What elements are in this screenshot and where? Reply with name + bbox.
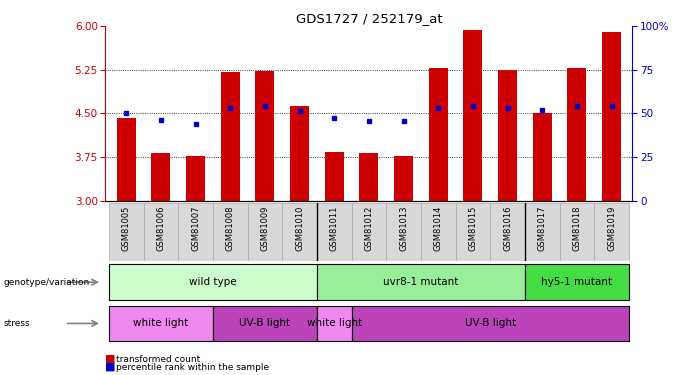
Text: GSM81007: GSM81007: [191, 206, 200, 251]
Text: UV-B light: UV-B light: [239, 318, 290, 328]
Text: GSM81016: GSM81016: [503, 206, 512, 251]
Bar: [152, 153, 171, 201]
Bar: [352, 306, 629, 341]
Text: GSM81015: GSM81015: [469, 206, 477, 251]
Text: GSM81018: GSM81018: [573, 206, 581, 251]
Bar: [525, 264, 629, 300]
Bar: [421, 202, 456, 261]
Text: GSM81014: GSM81014: [434, 206, 443, 251]
Bar: [317, 264, 525, 300]
Bar: [317, 202, 352, 261]
Text: ■: ■: [105, 362, 120, 372]
Bar: [109, 306, 213, 341]
Bar: [317, 306, 352, 341]
Text: wild type: wild type: [189, 277, 237, 287]
Bar: [498, 70, 517, 201]
Bar: [490, 202, 525, 261]
Text: GSM81017: GSM81017: [538, 206, 547, 251]
Bar: [532, 113, 551, 201]
Bar: [359, 153, 379, 201]
Bar: [525, 202, 560, 261]
Text: GSM81008: GSM81008: [226, 206, 235, 251]
Bar: [213, 306, 317, 341]
Text: GSM81013: GSM81013: [399, 206, 408, 251]
Bar: [324, 152, 344, 201]
Bar: [456, 202, 490, 261]
Bar: [463, 30, 482, 201]
Bar: [394, 156, 413, 201]
Bar: [282, 202, 317, 261]
Bar: [386, 202, 421, 261]
Text: GSM81006: GSM81006: [156, 206, 165, 251]
Bar: [560, 202, 594, 261]
Bar: [594, 202, 629, 261]
Bar: [290, 106, 309, 201]
Bar: [567, 68, 586, 201]
Bar: [256, 71, 275, 201]
Text: white light: white light: [307, 318, 362, 328]
Text: GSM81019: GSM81019: [607, 206, 616, 251]
Bar: [248, 202, 282, 261]
Title: GDS1727 / 252179_at: GDS1727 / 252179_at: [296, 12, 442, 25]
Bar: [352, 202, 386, 261]
Text: ■: ■: [105, 354, 120, 364]
Text: stress: stress: [3, 319, 30, 328]
Text: hy5-1 mutant: hy5-1 mutant: [541, 277, 613, 287]
Text: percentile rank within the sample: percentile rank within the sample: [116, 363, 269, 372]
Text: UV-B light: UV-B light: [464, 318, 516, 328]
Bar: [186, 156, 205, 201]
Bar: [221, 72, 240, 201]
Bar: [109, 202, 143, 261]
Bar: [109, 264, 317, 300]
Bar: [143, 202, 178, 261]
Text: GSM81005: GSM81005: [122, 206, 131, 251]
Bar: [428, 68, 447, 201]
Text: GSM81010: GSM81010: [295, 206, 304, 251]
Text: white light: white light: [133, 318, 188, 328]
Text: GSM81009: GSM81009: [260, 206, 269, 251]
Bar: [602, 32, 621, 201]
Text: uvr8-1 mutant: uvr8-1 mutant: [384, 277, 458, 287]
Text: transformed count: transformed count: [116, 355, 200, 364]
Bar: [117, 118, 136, 201]
Bar: [213, 202, 248, 261]
Text: GSM81012: GSM81012: [364, 206, 373, 251]
Text: genotype/variation: genotype/variation: [3, 278, 90, 286]
Bar: [178, 202, 213, 261]
Text: GSM81011: GSM81011: [330, 206, 339, 251]
